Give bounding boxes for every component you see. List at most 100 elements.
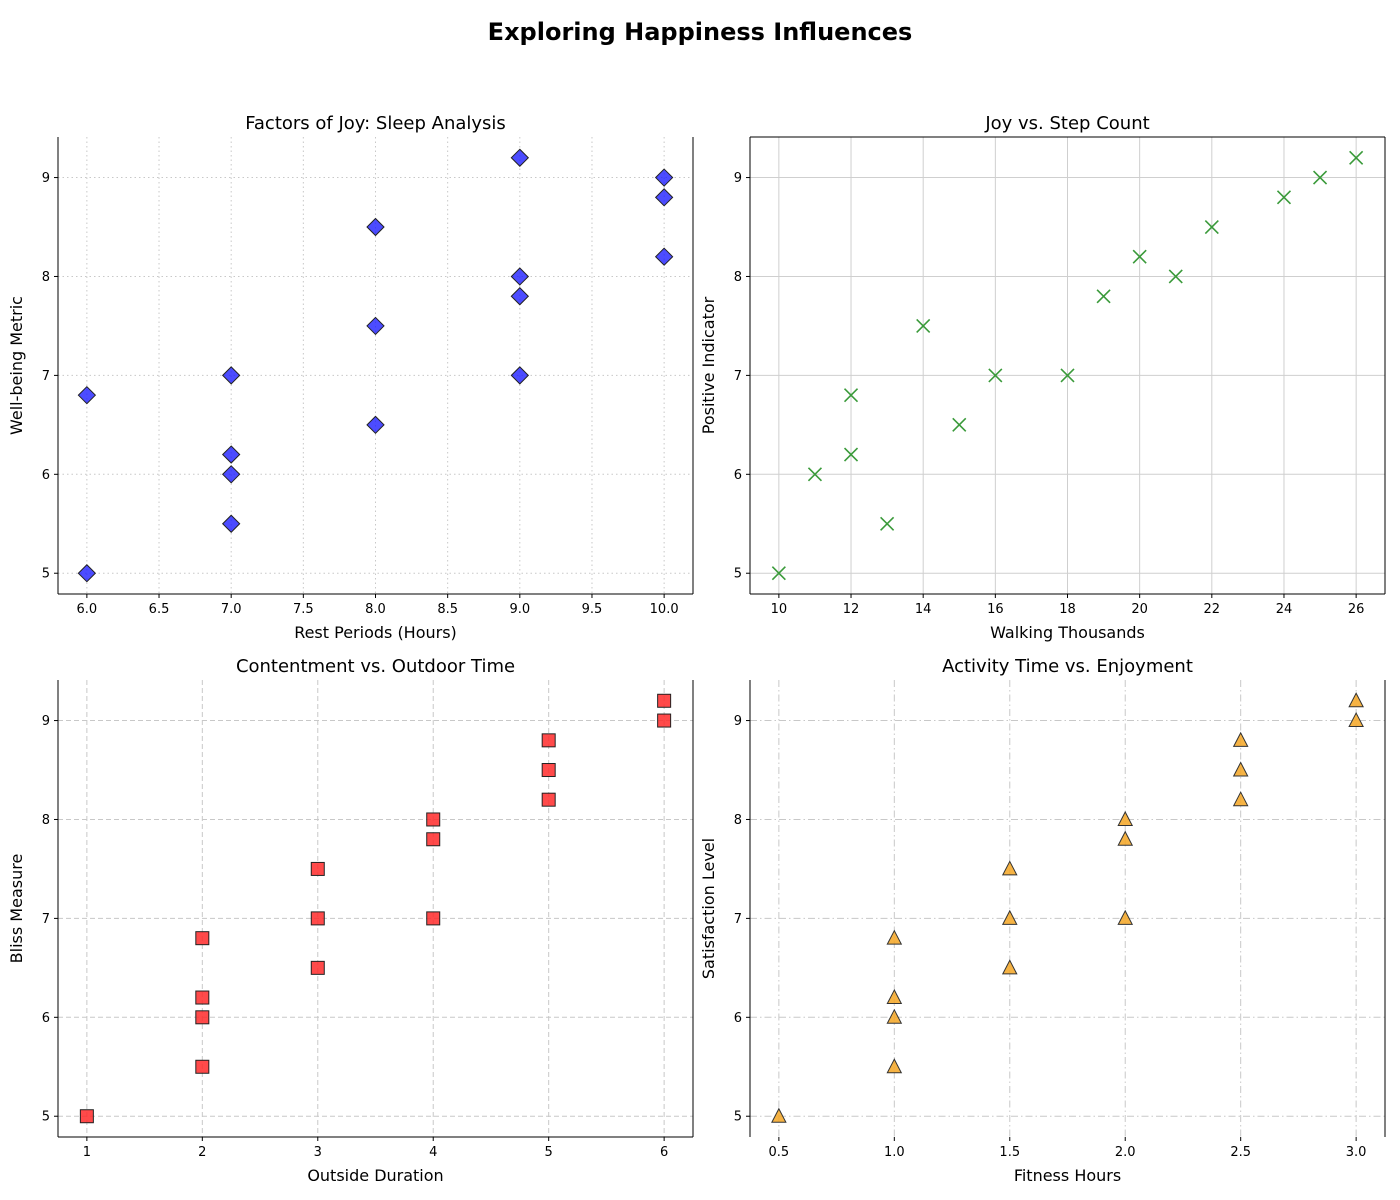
x-tick-label: 3: [314, 1145, 322, 1160]
data-points: [79, 693, 672, 1124]
panel-title: Factors of Joy: Sleep Analysis: [245, 113, 506, 134]
data-point: [195, 931, 210, 946]
data-point: [843, 447, 859, 462]
y-tick-label: 6: [42, 1011, 50, 1026]
data-points: [771, 692, 1364, 1123]
y-tick-label: 7: [734, 369, 742, 384]
data-point: [886, 1008, 903, 1024]
data-point: [1001, 909, 1018, 925]
data-point: [510, 287, 530, 306]
y-tick-label: 6: [734, 468, 742, 483]
x-tick-label: 3.0: [1346, 1145, 1367, 1160]
scatter-panel-1: 6.0 6.5 7.0 7.5 8.0 8.5 9.0 9.5 10.0 5 6 7 8 9 Factors…: [7, 113, 694, 642]
data-point: [79, 1109, 94, 1124]
x-tick-label: 9.5: [582, 602, 603, 617]
y-tick-label: 8: [42, 270, 50, 285]
x-tick-label: 7.0: [221, 602, 242, 617]
data-points: [77, 148, 674, 583]
x-tick-label: 10.0: [650, 602, 679, 617]
y-tick-label: 5: [734, 1110, 742, 1125]
data-point: [310, 861, 325, 876]
data-point: [1312, 170, 1328, 185]
data-point: [657, 693, 672, 708]
data-point: [654, 168, 674, 187]
gridlines: [750, 137, 1385, 594]
x-axis-label: Outside Duration: [307, 1166, 443, 1185]
x-tick-label: 1.5: [999, 1145, 1020, 1160]
x-tick-label: 1: [83, 1145, 91, 1160]
data-point: [541, 792, 556, 807]
y-tick-label: 5: [42, 567, 50, 582]
x-tick-label: 12: [843, 602, 860, 617]
scatter-panel-3: 1 2 3 4 5 6 5 6 7 8 9 Contentment vs. Outdoor Time O…: [7, 656, 694, 1185]
data-point: [77, 564, 97, 583]
data-point: [1117, 830, 1134, 846]
data-point: [771, 566, 786, 581]
data-point: [654, 247, 674, 266]
data-point: [654, 188, 674, 207]
data-point: [310, 960, 325, 975]
x-tick-label: 10: [771, 602, 788, 617]
y-tick-label: 9: [734, 171, 742, 186]
y-axis-label: Well-being Metric: [7, 296, 26, 435]
data-point: [1232, 791, 1249, 807]
ticks: 1 2 3 4 5 6 5 6 7 8 9: [42, 714, 669, 1160]
data-point: [771, 1107, 787, 1123]
ticks: 6.0 6.5 7.0 7.5 8.0 8.5 9.0 9.5 10.0 5 6 7 8 9: [42, 171, 679, 617]
x-tick-label: 22: [1204, 602, 1221, 617]
scatter-panel-2: 10 12 14 16 18 20 22 24 26 5 6 7 8 9 Joy vs. Step Coun…: [699, 113, 1386, 642]
y-tick-label: 5: [42, 1110, 50, 1125]
x-tick-label: 26: [1348, 602, 1365, 617]
x-tick-label: 20: [1131, 602, 1148, 617]
data-point: [1117, 810, 1134, 826]
ticks: 0.5 1.0 1.5 2.0 2.5 3.0 5 6 7 8 9: [734, 714, 1367, 1160]
x-tick-label: 2: [198, 1145, 206, 1160]
data-point: [221, 366, 241, 385]
x-tick-label: 5: [545, 1145, 553, 1160]
data-point: [886, 929, 903, 945]
data-point: [1168, 269, 1183, 284]
x-tick-label: 1.0: [884, 1145, 905, 1160]
y-tick-label: 9: [42, 171, 50, 186]
x-tick-label: 2.5: [1230, 1145, 1251, 1160]
data-point: [1232, 761, 1249, 777]
data-point: [807, 467, 823, 482]
data-point: [221, 465, 241, 484]
data-point: [510, 267, 530, 286]
data-point: [1204, 219, 1219, 235]
panel-title: Contentment vs. Outdoor Time: [236, 656, 515, 677]
y-tick-label: 8: [734, 813, 742, 828]
data-point: [880, 516, 895, 531]
y-tick-label: 6: [734, 1011, 742, 1026]
x-axis-label: Rest Periods (Hours): [294, 623, 457, 642]
x-tick-label: 14: [915, 602, 932, 617]
data-point: [1276, 190, 1292, 205]
data-point: [77, 385, 97, 405]
data-point: [195, 990, 210, 1005]
data-point: [310, 911, 325, 926]
data-point: [1117, 909, 1134, 925]
data-point: [426, 911, 441, 926]
data-point: [657, 713, 672, 728]
x-tick-label: 0.5: [769, 1145, 790, 1160]
data-point: [988, 368, 1003, 383]
data-point: [366, 415, 385, 435]
y-axis-label: Bliss Measure: [7, 854, 26, 964]
data-point: [1001, 959, 1018, 975]
data-point: [510, 366, 530, 385]
y-axis-label: Positive Indicator: [699, 296, 718, 434]
gridlines: [58, 137, 693, 594]
data-point: [195, 1059, 210, 1074]
x-tick-label: 6.0: [77, 602, 98, 617]
data-point: [541, 763, 556, 778]
data-point: [195, 1010, 210, 1025]
data-point: [1060, 368, 1075, 383]
x-tick-label: 8.5: [437, 602, 458, 617]
axis-spines: [749, 680, 1386, 1137]
x-tick-label: 7.5: [293, 602, 314, 617]
data-point: [1348, 692, 1364, 708]
y-tick-label: 6: [42, 468, 50, 483]
panel-title: Joy vs. Step Count: [984, 113, 1149, 134]
scatter-panel-4: 0.5 1.0 1.5 2.0 2.5 3.0 5 6 7 8 9 Activity Time vs.…: [699, 656, 1386, 1185]
data-point: [366, 217, 385, 237]
